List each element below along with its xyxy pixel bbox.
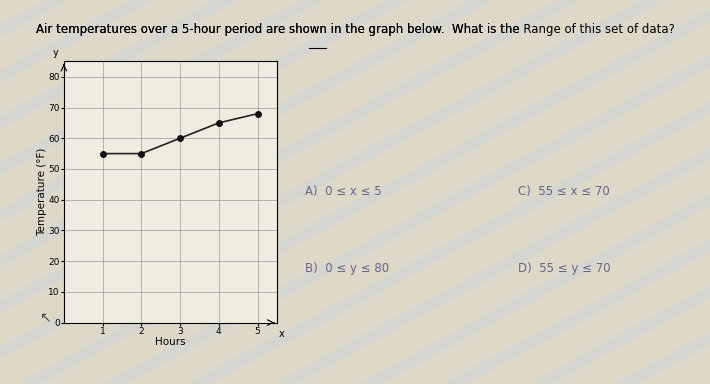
Text: Air temperatures over a 5-hour period are shown in the graph below.  What is the: Air temperatures over a 5-hour period ar… xyxy=(36,23,674,36)
Text: D)  55 ≤ y ≤ 70: D) 55 ≤ y ≤ 70 xyxy=(518,262,611,275)
Text: Air temperatures over a 5-hour period are shown in the graph below.  What is the: Air temperatures over a 5-hour period ar… xyxy=(36,23,523,36)
Text: ↖: ↖ xyxy=(39,310,50,324)
X-axis label: Hours: Hours xyxy=(155,337,186,347)
Text: B)  0 ≤ y ≤ 80: B) 0 ≤ y ≤ 80 xyxy=(305,262,389,275)
Text: A)  0 ≤ x ≤ 5: A) 0 ≤ x ≤ 5 xyxy=(305,185,382,199)
Text: C)  55 ≤ x ≤ 70: C) 55 ≤ x ≤ 70 xyxy=(518,185,610,199)
Text: y: y xyxy=(53,48,58,58)
Text: x: x xyxy=(279,329,285,339)
Y-axis label: Temperature (°F): Temperature (°F) xyxy=(37,148,47,236)
